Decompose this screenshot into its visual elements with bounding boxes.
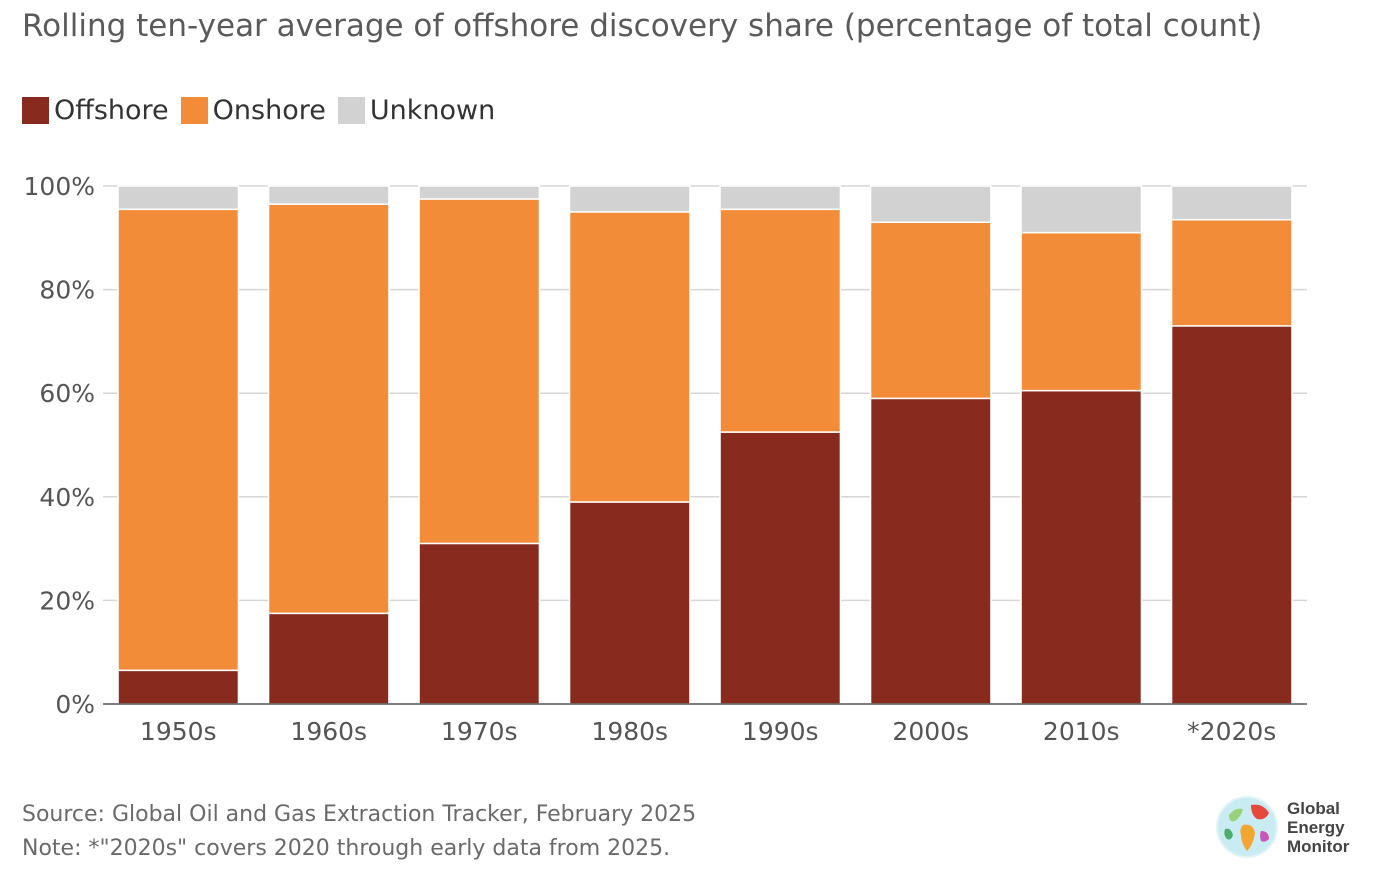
bar-offshore-1950s[interactable]	[117, 669, 240, 705]
bar-unknown-1980s[interactable]	[568, 185, 691, 213]
logo-line-2: Energy	[1287, 817, 1345, 837]
bar-offshore-2020s[interactable]	[1170, 325, 1293, 705]
legend-label-onshore: Onshore	[212, 95, 326, 126]
gem-logo: Global Energy Monitor	[1215, 795, 1349, 859]
bars	[117, 185, 1293, 705]
legend-swatch-offshore	[22, 97, 49, 124]
bar-unknown-1970s[interactable]	[418, 185, 541, 200]
footnote: Note: *"2020s" covers 2020 through early…	[22, 836, 671, 861]
bar-unknown-2010s[interactable]	[1020, 185, 1143, 234]
bar-offshore-1980s[interactable]	[568, 501, 691, 705]
bar-chart: 0% 20% 40% 60% 80% 100% 1950s 1960s 1970s 1980s 19…	[24, 172, 1307, 746]
y-tick-label: 60%	[39, 379, 95, 408]
bar-offshore-1960s[interactable]	[267, 612, 390, 705]
legend-item-unknown[interactable]: Unknown	[337, 95, 496, 126]
footer: Source: Global Oil and Gas Extraction Tr…	[22, 798, 696, 866]
x-tick-label: 1950s	[140, 717, 217, 746]
bar-offshore-2000s[interactable]	[869, 397, 992, 705]
legend: Offshore Onshore Unknown	[22, 95, 507, 126]
bar-onshore-1980s[interactable]	[568, 211, 691, 503]
x-tick-label: 2010s	[1043, 717, 1120, 746]
x-tick-label: 1990s	[742, 717, 819, 746]
legend-swatch-unknown	[337, 97, 365, 124]
logo-line-3: Monitor	[1287, 836, 1350, 856]
bar-onshore-1970s[interactable]	[418, 198, 541, 545]
logo-text: Global Energy Monitor	[1287, 799, 1349, 856]
chart-title: Rolling ten-year average of offshore dis…	[22, 8, 1263, 44]
bar-unknown-1960s[interactable]	[267, 185, 390, 205]
legend-label-unknown: Unknown	[369, 95, 496, 126]
y-tick-label: 20%	[39, 586, 95, 615]
x-tick-label: 1970s	[441, 717, 518, 746]
x-tick-label: 1980s	[591, 717, 668, 746]
axes: 0% 20% 40% 60% 80% 100% 1950s 1960s 1970s 1980s 19…	[24, 172, 1307, 746]
bar-offshore-1970s[interactable]	[418, 542, 541, 705]
y-tick-label: 0%	[55, 690, 95, 719]
x-tick-label: *2020s	[1187, 717, 1276, 746]
globe-icon	[1216, 796, 1278, 858]
x-tick-label: 1960s	[290, 717, 367, 746]
bar-onshore-2000s[interactable]	[869, 221, 992, 400]
legend-label-offshore: Offshore	[54, 95, 169, 126]
bar-onshore-1950s[interactable]	[117, 208, 240, 672]
x-tick-label: 2000s	[892, 717, 969, 746]
bar-unknown-1950s[interactable]	[117, 185, 240, 211]
bar-onshore-2010s[interactable]	[1020, 231, 1143, 392]
bar-unknown-1990s[interactable]	[719, 185, 842, 211]
bar-onshore-1960s[interactable]	[267, 203, 390, 615]
legend-item-onshore[interactable]: Onshore	[180, 95, 326, 126]
legend-swatch-onshore	[180, 97, 208, 124]
source-note: Source: Global Oil and Gas Extraction Tr…	[22, 802, 697, 827]
y-tick-label: 100%	[24, 172, 95, 201]
bar-onshore-2020s[interactable]	[1170, 218, 1293, 327]
logo-line-1: Global	[1287, 798, 1340, 818]
bar-unknown-2020s[interactable]	[1170, 185, 1293, 221]
bar-offshore-2010s[interactable]	[1020, 389, 1143, 705]
y-tick-label: 80%	[39, 276, 95, 305]
legend-item-offshore[interactable]: Offshore	[22, 95, 169, 126]
bar-unknown-2000s[interactable]	[869, 185, 992, 224]
bar-offshore-1990s[interactable]	[719, 431, 842, 705]
y-tick-label: 40%	[39, 483, 95, 512]
bar-onshore-1990s[interactable]	[719, 208, 842, 433]
